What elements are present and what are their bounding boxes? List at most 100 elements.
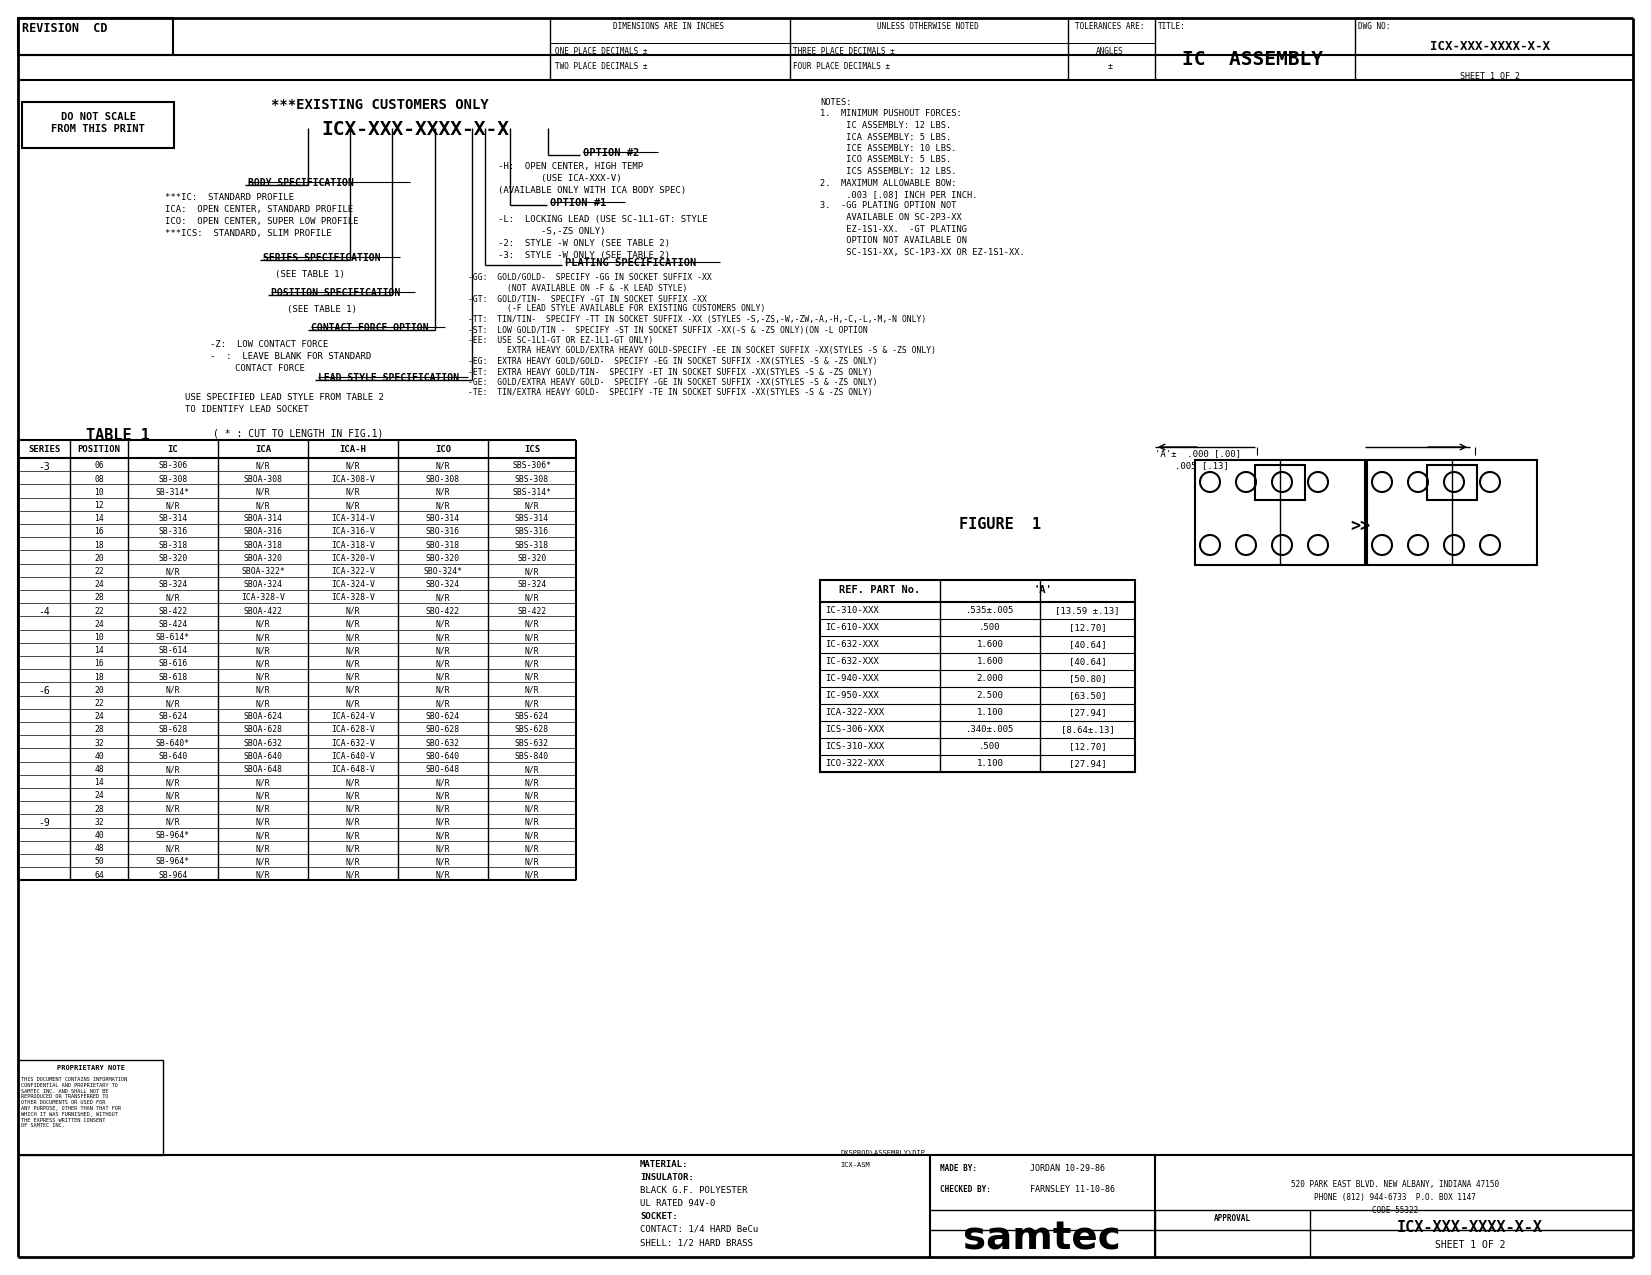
Text: IC: IC	[168, 445, 178, 454]
Text: N/R: N/R	[436, 488, 451, 497]
Text: SBS-314*: SBS-314*	[512, 488, 551, 497]
Text: SB-318: SB-318	[158, 541, 188, 550]
Text: SBS-318: SBS-318	[515, 541, 550, 550]
Text: 28: 28	[94, 725, 104, 734]
Text: DWG NO:: DWG NO:	[1359, 22, 1390, 31]
Text: PHONE (812) 944-6733  P.O. BOX 1147: PHONE (812) 944-6733 P.O. BOX 1147	[1314, 1193, 1476, 1202]
Text: 16: 16	[94, 528, 104, 537]
Text: ICS-310-XXX: ICS-310-XXX	[826, 742, 885, 751]
Text: (NOT AVAILABLE ON -F & -K LEAD STYLE): (NOT AVAILABLE ON -F & -K LEAD STYLE)	[467, 283, 687, 292]
Text: ICA-648-V: ICA-648-V	[332, 765, 375, 774]
Text: OPTION NOT AVAILABLE ON: OPTION NOT AVAILABLE ON	[821, 236, 967, 245]
Text: SBOA-632: SBOA-632	[243, 738, 282, 747]
Text: [13.59 ±.13]: [13.59 ±.13]	[1055, 606, 1119, 615]
Text: (SEE TABLE 1): (SEE TABLE 1)	[276, 270, 345, 279]
Text: N/R: N/R	[345, 699, 360, 708]
Text: N/R: N/R	[256, 462, 271, 470]
Text: FIGURE  1: FIGURE 1	[959, 516, 1042, 532]
Text: IC-632-XXX: IC-632-XXX	[826, 640, 878, 649]
Text: 48: 48	[94, 844, 104, 853]
Text: 24: 24	[94, 792, 104, 801]
Text: SBOA-316: SBOA-316	[243, 528, 282, 537]
Text: TWO PLACE DECIMALS ±: TWO PLACE DECIMALS ±	[555, 62, 647, 71]
Text: SBS-306*: SBS-306*	[512, 462, 551, 470]
Text: ICA-640-V: ICA-640-V	[332, 752, 375, 761]
Text: ANGLES: ANGLES	[1096, 47, 1124, 56]
Text: TO IDENTIFY LEAD SOCKET: TO IDENTIFY LEAD SOCKET	[185, 405, 309, 414]
Text: IC-310-XXX: IC-310-XXX	[826, 606, 878, 615]
Text: N/R: N/R	[345, 488, 360, 497]
Text: -3:  STYLE -W ONLY (SEE TABLE 2): -3: STYLE -W ONLY (SEE TABLE 2)	[499, 251, 670, 260]
Text: MADE BY:: MADE BY:	[939, 1164, 977, 1173]
Text: (AVAILABLE ONLY WITH ICA BODY SPEC): (AVAILABLE ONLY WITH ICA BODY SPEC)	[499, 186, 687, 195]
Text: 28: 28	[94, 593, 104, 603]
Text: 50: 50	[94, 858, 104, 867]
Text: N/R: N/R	[525, 765, 540, 774]
Text: SBOA-318: SBOA-318	[243, 541, 282, 550]
Text: .003 [.08] INCH PER INCH.: .003 [.08] INCH PER INCH.	[821, 190, 977, 199]
Text: SBO-640: SBO-640	[426, 752, 461, 761]
Text: DIMENSIONS ARE IN INCHES: DIMENSIONS ARE IN INCHES	[613, 22, 723, 31]
Text: N/R: N/R	[165, 817, 180, 827]
Text: IC ASSEMBLY: 12 LBS.: IC ASSEMBLY: 12 LBS.	[821, 121, 951, 130]
Text: ICA-328-V: ICA-328-V	[332, 593, 375, 603]
Text: N/R: N/R	[345, 659, 360, 668]
Text: ICO:  OPEN CENTER, SUPER LOW PROFILE: ICO: OPEN CENTER, SUPER LOW PROFILE	[165, 217, 358, 226]
Text: N/R: N/R	[345, 792, 360, 801]
Text: N/R: N/R	[256, 673, 271, 682]
Text: 18: 18	[94, 541, 104, 550]
Text: ICX-XXX-XXXX-X-X: ICX-XXX-XXXX-X-X	[320, 120, 509, 139]
Text: -3: -3	[38, 462, 50, 472]
Text: ICA:  OPEN CENTER, STANDARD PROFILE: ICA: OPEN CENTER, STANDARD PROFILE	[165, 205, 353, 214]
Text: 2.000: 2.000	[976, 674, 1004, 683]
Text: 520 PARK EAST BLVD. NEW ALBANY, INDIANA 47150: 520 PARK EAST BLVD. NEW ALBANY, INDIANA …	[1291, 1179, 1499, 1190]
Text: IC-610-XXX: IC-610-XXX	[826, 623, 878, 632]
Text: SBOA-308: SBOA-308	[243, 474, 282, 483]
Text: 24: 24	[94, 713, 104, 722]
Text: SB-422: SB-422	[158, 607, 188, 616]
Text: 32: 32	[94, 738, 104, 747]
Text: -S,-ZS ONLY): -S,-ZS ONLY)	[499, 227, 606, 236]
Text: [50.80]: [50.80]	[1068, 674, 1106, 683]
Text: MATERIAL:: MATERIAL:	[641, 1160, 688, 1169]
Text: N/R: N/R	[256, 646, 271, 655]
Text: N/R: N/R	[165, 501, 180, 510]
Text: SB-324: SB-324	[158, 580, 188, 589]
Text: N/R: N/R	[165, 567, 180, 576]
Text: CONTACT: 1/4 HARD BeCu: CONTACT: 1/4 HARD BeCu	[641, 1225, 758, 1234]
Text: N/R: N/R	[256, 778, 271, 787]
Text: N/R: N/R	[436, 831, 451, 840]
Text: 24: 24	[94, 620, 104, 629]
Text: THREE PLACE DECIMALS ±: THREE PLACE DECIMALS ±	[792, 47, 895, 56]
Text: N/R: N/R	[525, 567, 540, 576]
Text: UL RATED 94V-0: UL RATED 94V-0	[641, 1198, 715, 1207]
Text: OPTION #1: OPTION #1	[550, 198, 606, 208]
Text: SBOA-624: SBOA-624	[243, 713, 282, 722]
Text: ***EXISTING CUSTOMERS ONLY: ***EXISTING CUSTOMERS ONLY	[271, 98, 489, 112]
Text: SBS-314: SBS-314	[515, 514, 550, 523]
Text: N/R: N/R	[525, 844, 540, 853]
Text: N/R: N/R	[256, 686, 271, 695]
Text: N/R: N/R	[256, 792, 271, 801]
Text: N/R: N/R	[436, 817, 451, 827]
Text: .005 [.13]: .005 [.13]	[1176, 462, 1228, 470]
Text: SB-614: SB-614	[158, 646, 188, 655]
Text: SHEET 1 OF 2: SHEET 1 OF 2	[1435, 1241, 1506, 1250]
Text: N/R: N/R	[256, 488, 271, 497]
Text: 22: 22	[94, 567, 104, 576]
Text: N/R: N/R	[436, 844, 451, 853]
Text: (-F LEAD STYLE AVAILABLE FOR EXISTING CUSTOMERS ONLY): (-F LEAD STYLE AVAILABLE FOR EXISTING CU…	[467, 305, 766, 314]
Text: SBOA-320: SBOA-320	[243, 553, 282, 562]
Text: N/R: N/R	[165, 805, 180, 813]
Text: 3.  -GG PLATING OPTION NOT: 3. -GG PLATING OPTION NOT	[821, 201, 956, 210]
Text: -H:  OPEN CENTER, HIGH TEMP: -H: OPEN CENTER, HIGH TEMP	[499, 162, 644, 171]
Text: N/R: N/R	[525, 858, 540, 867]
Text: N/R: N/R	[165, 765, 180, 774]
Text: -6: -6	[38, 686, 50, 696]
Text: AVAILABLE ON SC-2P3-XX: AVAILABLE ON SC-2P3-XX	[821, 213, 963, 222]
Text: CHECKED BY:: CHECKED BY:	[939, 1184, 991, 1193]
Text: ICA-322-XXX: ICA-322-XXX	[826, 708, 885, 717]
Text: [40.64]: [40.64]	[1068, 657, 1106, 666]
Text: [12.70]: [12.70]	[1068, 623, 1106, 632]
Text: N/R: N/R	[436, 673, 451, 682]
